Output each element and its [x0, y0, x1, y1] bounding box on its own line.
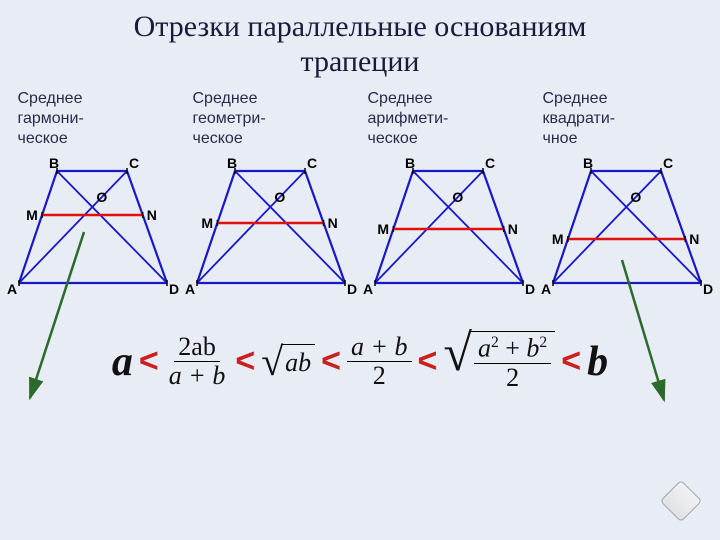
col-head-harmonic: Среднее гармони- ческое: [18, 89, 178, 149]
term-b: b: [587, 338, 608, 386]
term-arithmetic: a + b 2: [347, 333, 412, 391]
diagram-geometric: ABCDOMN: [185, 153, 357, 303]
page-title: Отрезки параллельные основаниям трапеции: [0, 0, 720, 83]
diagram-arithmetic: ABCDOMN: [363, 153, 535, 303]
lt-icon: <: [235, 342, 255, 381]
col-head-geometric: Среднее геометри- ческое: [193, 89, 353, 149]
diagrams-row: ABCDOMN ABCDOMN ABCDOMN ABCDOMN: [0, 149, 720, 303]
term-a: a: [112, 338, 133, 386]
lt-icon: <: [139, 342, 159, 381]
col-head-arithmetic: Среднее арифмети- ческое: [368, 89, 528, 149]
diagram-harmonic: ABCDOMN: [7, 153, 179, 303]
title-line-2: трапеции: [301, 45, 420, 78]
lt-icon: <: [418, 342, 438, 381]
term-harmonic: 2ab a + b: [165, 333, 230, 391]
lt-icon: <: [321, 342, 341, 381]
diagram-quadratic: ABCDOMN: [541, 153, 713, 303]
title-line-1: Отрезки параллельные основаниям: [134, 10, 587, 43]
col-head-quadratic: Среднее квадрати- чное: [543, 89, 703, 149]
term-geometric: √ ab: [261, 344, 315, 380]
attachment-icon: [660, 480, 702, 522]
lt-icon: <: [561, 342, 581, 381]
inequality-row: a < 2ab a + b < √ ab < a + b 2 < √ a2 + …: [0, 303, 720, 393]
term-quadratic: √ a2 + b2 2: [443, 331, 555, 393]
column-headers: Среднее гармони- ческое Среднее геометри…: [0, 83, 720, 149]
